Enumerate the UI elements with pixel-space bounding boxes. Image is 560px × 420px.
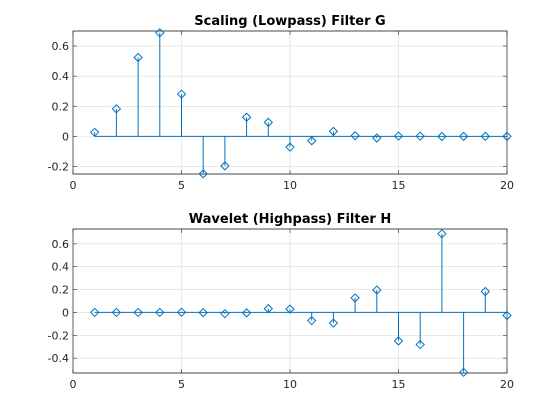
stem-marker bbox=[480, 131, 491, 142]
stem-marker bbox=[415, 339, 425, 350]
stem-marker bbox=[458, 367, 469, 378]
stem-marker bbox=[133, 307, 143, 318]
stem-marker bbox=[111, 104, 122, 114]
stem-marker bbox=[198, 169, 208, 179]
chart-title: Wavelet (Highpass) Filter H bbox=[189, 212, 391, 227]
x-tick-label: 0 bbox=[70, 378, 77, 391]
stem-marker bbox=[480, 286, 491, 297]
stem-marker bbox=[241, 308, 252, 318]
stem-marker bbox=[263, 117, 274, 128]
stem-marker bbox=[437, 229, 447, 239]
stem-marker bbox=[350, 293, 360, 303]
stem-marker bbox=[285, 142, 295, 152]
chart-title: Scaling (Lowpass) Filter G bbox=[194, 14, 385, 29]
stem-marker bbox=[306, 315, 317, 326]
y-tick-label: 0.4 bbox=[52, 70, 70, 83]
y-tick-label: -0.4 bbox=[48, 352, 69, 365]
y-tick-label: 0 bbox=[62, 130, 69, 143]
stem-marker bbox=[198, 307, 208, 318]
stem-marker bbox=[89, 127, 100, 138]
axes-wavelet-filter: 0 5 10 15 20 -0.4 -0.2 0 0.2 0.4 0.6 Wavelet (Highp… bbox=[48, 212, 514, 391]
x-tick-label: 5 bbox=[178, 179, 185, 192]
y-tick-label: -0.2 bbox=[48, 329, 69, 342]
stem-marker bbox=[176, 89, 187, 99]
stem-marker bbox=[372, 133, 382, 143]
stem-marker bbox=[263, 303, 274, 314]
x-tick-label: 0 bbox=[70, 179, 77, 192]
stem-marker bbox=[241, 112, 252, 122]
y-tick-label: 0.2 bbox=[52, 284, 70, 297]
x-tick-label: 15 bbox=[392, 179, 406, 192]
y-tick-label: 0.4 bbox=[52, 261, 70, 274]
stem-marker bbox=[155, 307, 165, 318]
y-tick-label: 0.2 bbox=[52, 100, 70, 113]
stem-marker bbox=[372, 285, 382, 295]
stem-marker bbox=[111, 307, 122, 318]
stem-marker bbox=[393, 336, 404, 346]
stem-marker bbox=[502, 131, 512, 142]
x-tick-label: 15 bbox=[392, 378, 406, 391]
stem-marker bbox=[220, 161, 230, 171]
x-tick-label: 10 bbox=[283, 378, 297, 391]
y-tick-label: 0 bbox=[62, 306, 69, 319]
stem-marker bbox=[393, 131, 404, 141]
x-tick-label: 20 bbox=[500, 179, 514, 192]
stem-marker bbox=[502, 310, 512, 321]
stem-marker bbox=[285, 304, 295, 314]
stem-marker bbox=[350, 131, 360, 141]
stem-marker bbox=[176, 307, 187, 317]
y-tick-label: 0.6 bbox=[52, 40, 70, 53]
stem-marker bbox=[133, 52, 143, 63]
stem-marker bbox=[437, 131, 447, 142]
x-tick-label: 20 bbox=[500, 378, 514, 391]
y-tick-label: 0.6 bbox=[52, 238, 70, 251]
stem-marker bbox=[306, 136, 317, 146]
stem-marker bbox=[328, 318, 339, 328]
stem-marker bbox=[415, 131, 425, 141]
y-tick-label: -0.2 bbox=[48, 160, 69, 173]
stem-marker bbox=[458, 131, 469, 142]
stem-marker bbox=[89, 307, 100, 318]
stem-marker bbox=[155, 28, 165, 38]
stem-marker bbox=[220, 308, 230, 319]
x-tick-label: 5 bbox=[178, 378, 185, 391]
x-tick-label: 10 bbox=[283, 179, 297, 192]
stem-marker bbox=[328, 126, 339, 137]
